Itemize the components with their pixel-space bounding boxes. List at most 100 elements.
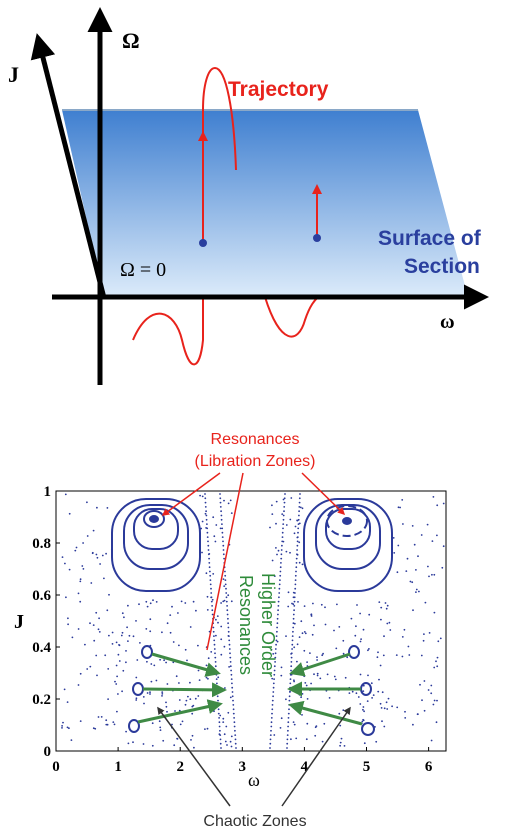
scatter-point xyxy=(235,747,237,749)
surface-of-section-plane xyxy=(62,110,468,297)
scatter-point xyxy=(333,675,336,678)
scatter-point xyxy=(290,656,293,659)
scatter-point xyxy=(214,665,217,668)
scatter-point xyxy=(187,695,189,698)
scatter-point xyxy=(287,721,290,724)
scatter-point xyxy=(395,654,398,656)
scatter-point xyxy=(306,661,308,663)
scatter-point xyxy=(423,633,425,635)
scatter-point xyxy=(284,493,286,495)
higher-order-label-line1: Higher Order xyxy=(258,573,278,677)
resonance-arrow-long xyxy=(206,472,244,651)
libration-island-right xyxy=(303,498,393,592)
scatter-point xyxy=(366,700,369,702)
scatter-point xyxy=(306,722,309,725)
scatter-point xyxy=(210,592,213,594)
scatter-point xyxy=(211,605,214,607)
scatter-point xyxy=(191,734,194,737)
scatter-point xyxy=(437,640,440,643)
scatter-point xyxy=(214,652,216,655)
scatter-point xyxy=(184,602,187,604)
scatter-point xyxy=(271,513,274,515)
scatter-point xyxy=(273,575,276,577)
scatter-point xyxy=(227,630,230,633)
scatter-point xyxy=(283,501,286,504)
scatter-point xyxy=(295,562,298,564)
scatter-point xyxy=(294,592,296,594)
scatter-point xyxy=(287,729,289,732)
scatter-point xyxy=(430,692,433,695)
scatter-point xyxy=(219,734,222,736)
scatter-point xyxy=(376,656,379,659)
scatter-point xyxy=(354,634,357,637)
scatter-point xyxy=(346,656,349,659)
scatter-point xyxy=(427,565,429,568)
scatter-point xyxy=(77,628,80,630)
scatter-point xyxy=(290,652,293,655)
scatter-point xyxy=(298,514,300,517)
scatter-point xyxy=(272,691,275,693)
scatter-point xyxy=(207,540,209,543)
scatter-point xyxy=(396,571,399,574)
scatter-point xyxy=(316,659,318,661)
scatter-point xyxy=(70,739,73,741)
scatter-point xyxy=(128,634,131,637)
scatter-point xyxy=(287,717,290,719)
resonance-arrow-right xyxy=(301,472,346,516)
scatter-point xyxy=(222,600,225,603)
scatter-point xyxy=(277,609,279,612)
scatter-point xyxy=(404,710,406,713)
scatter-point xyxy=(192,600,195,603)
scatter-point xyxy=(166,683,169,685)
scatter-point xyxy=(299,701,302,704)
scatter-point xyxy=(288,704,291,706)
scatter-point xyxy=(206,536,209,538)
scatter-point xyxy=(68,727,70,730)
scatter-point xyxy=(210,600,213,603)
scatter-point xyxy=(339,741,342,744)
higher-order-label-line2: Resonances xyxy=(236,575,256,675)
scatter-point xyxy=(294,587,297,590)
scatter-point xyxy=(368,648,370,650)
scatter-point xyxy=(379,702,382,705)
scatter-point xyxy=(153,664,156,667)
scatter-point xyxy=(61,556,64,558)
scatter-point xyxy=(402,523,404,525)
scatter-point xyxy=(225,587,227,590)
scatter-point xyxy=(420,654,423,657)
scatter-point xyxy=(79,720,82,722)
scatter-point xyxy=(199,494,202,497)
scatter-point xyxy=(79,580,82,583)
scatter-point xyxy=(433,611,436,614)
scatter-point xyxy=(270,648,273,651)
scatter-point xyxy=(343,745,346,747)
scatter-point xyxy=(363,742,366,745)
scatter-point xyxy=(115,641,118,644)
scatter-point xyxy=(223,599,226,602)
scatter-point xyxy=(405,570,408,572)
scatter-point xyxy=(222,721,225,723)
scatter-point xyxy=(191,712,194,715)
chaotic-zones-label: Chaotic Zones xyxy=(203,813,306,830)
scatter-point xyxy=(221,531,224,534)
scatter-point xyxy=(282,523,285,525)
scatter-point xyxy=(301,507,304,510)
scatter-point xyxy=(228,648,231,650)
scatter-point xyxy=(77,684,80,686)
scatter-point xyxy=(316,674,319,677)
scatter-point xyxy=(301,563,304,566)
scatter-point xyxy=(220,602,223,604)
scatter-point xyxy=(230,678,233,680)
scatter-point xyxy=(74,549,77,552)
scatter-point xyxy=(116,710,118,713)
scatter-point xyxy=(423,709,426,712)
scatter-point xyxy=(228,643,231,646)
scatter-point xyxy=(89,622,91,625)
scatter-point xyxy=(275,547,277,549)
scatter-point xyxy=(206,609,209,611)
scatter-point xyxy=(293,605,296,607)
scatter-point xyxy=(423,680,426,682)
scatter-point xyxy=(230,745,233,748)
scatter-point xyxy=(162,739,165,742)
poincare-plot: 0 1 2 3 4 5 6 0 0.2 0.4 0.6 0.8 1 J ω Resonances (L… xyxy=(14,431,447,830)
